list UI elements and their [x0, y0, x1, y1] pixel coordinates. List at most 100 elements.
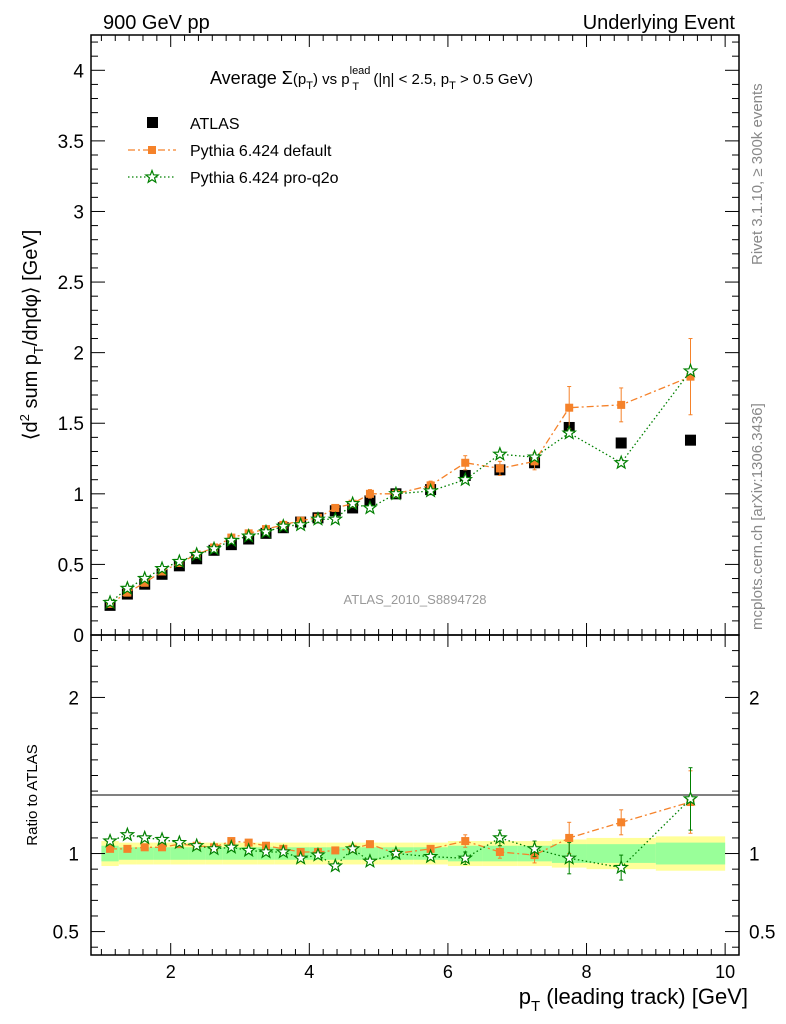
pythia-default-point: [461, 458, 470, 467]
main-y-tick-label: 1.5: [58, 414, 84, 435]
main-title: Average Σ(pT) vs plead T (|η| < 2.5, pT >…: [210, 65, 533, 93]
ratio-pythia-proq2o-point: [362, 853, 378, 869]
pythia-proq2o-point: [561, 424, 578, 440]
ratio-pythia-proq2o-point: [682, 790, 699, 806]
pythia-proq2o-point: [362, 499, 378, 515]
ratio-uncertainty-band-green: [101, 845, 119, 862]
xlabel-rest: (leading track) [GeV]: [540, 984, 748, 1009]
x-axis-label: pT (leading track) [GeV]: [519, 984, 748, 1015]
ratio-pythia-proq2o-point: [613, 859, 630, 875]
pythia-default-point: [495, 464, 504, 473]
pythia-default-point: [365, 489, 374, 498]
legend-atlas-label: ATLAS: [190, 116, 240, 133]
pythia-default-point: [123, 588, 132, 597]
main-y-tick-label: 0.5: [58, 555, 84, 576]
ylabel-sub: T: [31, 346, 46, 354]
title-sub-t2: T: [352, 81, 359, 93]
pythia-proq2o-point: [310, 511, 326, 526]
ratio-pythia-proq2o-point: [310, 846, 326, 862]
ratio-uncertainty-band-green: [136, 847, 154, 860]
title-cuts-a: (|η| < 2.5, p: [369, 71, 449, 88]
ratio-uncertainty-band-green: [188, 847, 206, 860]
header-left-label: 900 GeV pp: [103, 12, 210, 34]
header-right-label: Underlying Event: [583, 12, 736, 34]
x-tick-label: 6: [443, 962, 453, 982]
ratio-pythia-proq2o-point: [457, 849, 474, 865]
atlas-data-point: [684, 434, 696, 446]
pythia-proq2o-point: [492, 446, 508, 461]
x-tick-label: 2: [166, 962, 176, 982]
ratio-y-axis-label: Ratio to ATLAS: [24, 744, 41, 845]
xlabel-sub: T: [531, 998, 540, 1015]
ratio-pythia-proq2o-point: [206, 840, 222, 856]
pythia-proq2o-point: [258, 523, 274, 539]
ratio-pythia-proq2o-point: [102, 832, 118, 848]
ratio-uncertainty-band-green: [655, 842, 726, 865]
x-tick-label: 8: [582, 962, 592, 982]
pythia-proq2o-point: [526, 448, 543, 464]
pythia-proq2o-point: [682, 362, 699, 378]
ratio-pythia-proq2o-point: [171, 834, 188, 850]
atlas-data-point: [191, 553, 203, 565]
main-y-tick-label: 4: [73, 61, 84, 82]
pythia-default-point: [617, 400, 626, 409]
ratio-pythia-proq2o-point: [275, 843, 292, 859]
main-y-tick-label: 2: [73, 344, 84, 365]
atlas-data-point: [225, 539, 237, 551]
title-sigma: Σ: [282, 68, 293, 88]
pythia-proq2o-point: [327, 511, 344, 526]
ratio-pythia-default-point: [617, 818, 626, 827]
title-sup-lead: lead: [350, 65, 371, 77]
main-y-tick-label: 0: [73, 626, 84, 647]
pythia-proq2o-point: [240, 527, 257, 543]
ratio-y-tick-label-right: 0.5: [749, 923, 775, 944]
legend-default-label: Pythia 6.424 default: [190, 143, 332, 160]
title-cuts-b: > 0.5 GeV): [456, 71, 533, 88]
atlas-data-point: [347, 502, 359, 514]
main-y-tick-label: 2.5: [58, 273, 84, 294]
ratio-uncertainty-band-green: [153, 847, 171, 860]
pythia-default-point: [140, 578, 149, 587]
ratio-pythia-proq2o-point: [240, 842, 257, 858]
title-sub-t: T: [306, 80, 313, 92]
ratio-pythia-proq2o-point: [136, 829, 153, 845]
main-y-axis-label: ⟨d2 sum pT/dηdφ⟩ [GeV]: [17, 230, 46, 441]
ratio-pythia-default-point: [365, 840, 374, 849]
pythia-proq2o-point: [344, 495, 361, 511]
legend-proq2o-marker: [144, 168, 160, 184]
x-tick-label: 10: [715, 962, 735, 982]
ratio-y-tick-label-right: 1: [749, 845, 760, 866]
ratio-pythia-default-point: [461, 837, 470, 846]
pythia-proq2o-point: [292, 516, 309, 532]
ratio-pythia-proq2o-point: [422, 848, 439, 864]
ratio-pythia-proq2o-point: [561, 849, 578, 865]
ratio-pythia-default-point: [123, 844, 132, 853]
rivet-version-label: Rivet 3.1.10, ≥ 300k events: [749, 83, 766, 265]
title-sub-t3: T: [449, 80, 456, 92]
analysis-watermark: ATLAS_2010_S8894728: [344, 592, 487, 607]
atlas-data-point: [615, 437, 627, 449]
ratio-pythia-proq2o-point: [492, 829, 508, 845]
pythia-proq2o-point: [613, 454, 630, 470]
pythia-proq2o-point: [388, 485, 404, 501]
ylabel-sup: 2: [17, 414, 32, 421]
ratio-pythia-proq2o-point: [223, 839, 240, 854]
title-close: ) vs p: [313, 71, 350, 88]
legend-proq2o-label: Pythia 6.424 pro-q2o: [190, 170, 339, 187]
ratio-y-tick-label-right: 2: [749, 688, 760, 709]
main-plot-frame: [90, 34, 740, 636]
ratio-pythia-proq2o-point: [119, 826, 136, 842]
xlabel-p: p: [519, 984, 531, 1009]
ratio-uncertainty-band-green: [222, 847, 241, 860]
pythia-proq2o-point: [188, 546, 205, 562]
ratio-uncertainty-band-green: [170, 847, 189, 860]
main-y-tick-label: 3.5: [58, 132, 84, 153]
ylabel-rest: /dηdφ⟩ [GeV]: [20, 230, 42, 346]
ratio-pythia-default-point: [565, 833, 574, 842]
legend-default-marker: [148, 146, 156, 154]
pythia-proq2o-point: [422, 482, 439, 498]
ratio-y-tick-label: 1: [68, 845, 79, 866]
pythia-proq2o-point: [119, 580, 136, 596]
pythia-proq2o-point: [171, 553, 188, 569]
